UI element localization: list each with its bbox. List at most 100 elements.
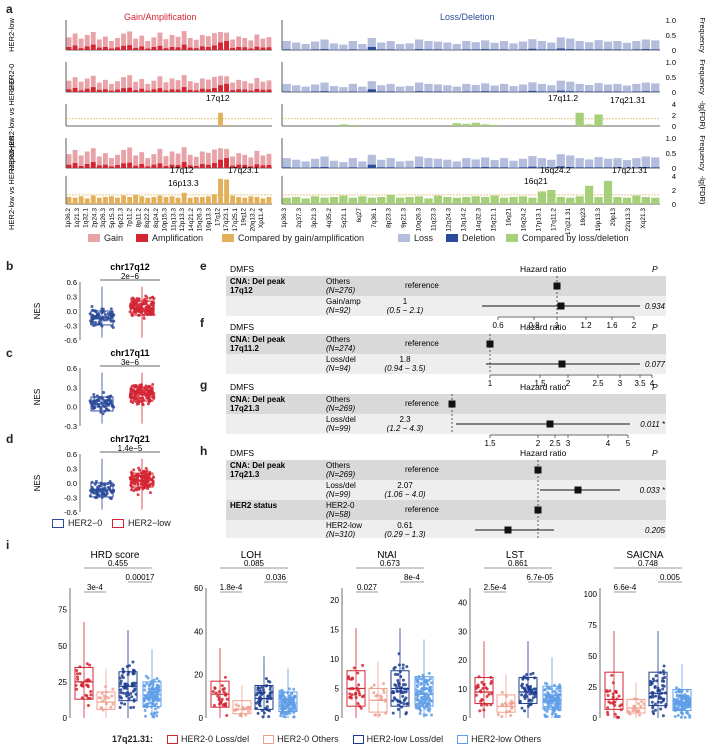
bar-cmp-gain-4-18 — [175, 197, 181, 204]
bar-del-0-25 — [518, 49, 528, 50]
box-point-1-0-68 — [103, 405, 107, 409]
i-point-4-2-32 — [659, 700, 663, 704]
i-tick-4-4: 0 — [593, 714, 598, 723]
i-point-2-2-53 — [399, 689, 403, 693]
bar-amp-1-18 — [175, 89, 181, 92]
swatch-gain — [88, 234, 100, 242]
bar-gain-0-8 — [115, 38, 120, 50]
i-point-4-0-23 — [615, 715, 619, 719]
bar-gain-1-14 — [151, 80, 157, 92]
i-point-0-2-23 — [119, 679, 123, 683]
bar-gain-1-30 — [248, 83, 254, 92]
bar-gain-0-14 — [151, 37, 157, 50]
i-point-4-1-10 — [632, 697, 636, 701]
bar-loss-3-15 — [424, 158, 433, 168]
i-p-top-2: 0.673 — [380, 559, 401, 568]
i-point-2-2-49 — [402, 702, 406, 706]
bar-cmp-gain-2-25 — [218, 112, 223, 126]
box-point-2-1-116 — [142, 474, 146, 478]
box-point-1-1-58 — [137, 390, 141, 394]
i-point-4-2-42 — [650, 700, 654, 704]
i-point-3-2-33 — [527, 689, 531, 693]
bar-cmp-loss-4-5 — [329, 197, 339, 204]
i-point-2-3-87 — [415, 696, 419, 700]
i-title-1: LOH — [241, 550, 262, 561]
i-point-4-2-6 — [662, 664, 666, 668]
bar-amp-1-8 — [115, 89, 120, 92]
i-point-1-3-92 — [283, 699, 287, 703]
forest-group-0-1: Gain/amp — [326, 297, 361, 306]
bar-amp-0-0 — [66, 47, 72, 50]
i-point-3-1-7 — [496, 713, 500, 717]
bar-loss-1-29 — [556, 80, 565, 92]
axis-freq-0: Frequency — [698, 18, 707, 53]
bar-loss-3-11 — [386, 158, 395, 168]
bar-del-0-0 — [282, 49, 291, 50]
bar-loss-3-9 — [367, 154, 376, 168]
panel-c-label: c — [6, 346, 13, 360]
box-point-1-0-66 — [92, 400, 96, 404]
bar-del-3-30 — [566, 167, 575, 168]
i-point-1-0-26 — [213, 686, 217, 690]
bar-del-3-28 — [547, 167, 556, 168]
box-point-2-0-58 — [104, 493, 108, 497]
i-point-0-2-36 — [125, 694, 129, 698]
i-point-1-0-25 — [217, 702, 221, 706]
i-point-4-3-94 — [683, 695, 687, 699]
bar-del-3-23 — [499, 167, 509, 168]
i-title-2: NtAI — [377, 550, 396, 561]
bar-gain-0-9 — [121, 33, 126, 50]
xlabel-gain-16: 16p13.3 — [206, 208, 213, 232]
bar-gain-0-4 — [90, 32, 96, 50]
i-point-2-3-103 — [424, 678, 428, 682]
bar-loss-1-16 — [433, 84, 443, 92]
i-point-4-3-91 — [688, 714, 692, 718]
xlabel-gain-11: 10p15.3 — [162, 208, 169, 232]
i-point-2-2-12 — [391, 699, 395, 703]
bar-del-0-34 — [603, 49, 613, 50]
box-point-2-0-56 — [93, 495, 97, 499]
bar-gain-0-28 — [236, 36, 242, 50]
box-point-1-0-67 — [107, 398, 111, 402]
i-point-1-2-47 — [260, 685, 264, 689]
bar-del-3-9 — [367, 164, 376, 168]
i-point-0-2-54 — [132, 671, 136, 675]
bar-amp-1-10 — [127, 87, 133, 92]
i-point-2-1-3 — [381, 688, 385, 692]
bar-loss-0-27 — [537, 41, 546, 50]
forest-tick-1-4: 3 — [618, 379, 623, 388]
bar-del-0-28 — [547, 49, 556, 50]
bar-gain-3-8 — [115, 154, 120, 168]
box-point-2-0-21 — [112, 483, 116, 487]
i-point-2-2-30 — [401, 694, 405, 698]
box-point-1-1-121 — [136, 398, 140, 402]
bar-amp-0-24 — [212, 45, 217, 50]
i-point-4-2-8 — [664, 705, 668, 709]
bar-amp-3-17 — [169, 164, 175, 168]
bar-gain-3-25 — [218, 148, 223, 168]
bar-cmp-loss-4-14 — [414, 196, 424, 204]
bar-del-1-3 — [310, 91, 320, 92]
bar-cmp-gain-4-21 — [193, 197, 199, 204]
bar-loss-3-16 — [433, 158, 443, 168]
bar-loss-3-35 — [613, 158, 622, 168]
bar-amp-1-22 — [199, 88, 205, 92]
box-point-2-0-67 — [98, 484, 102, 488]
i-point-0-1-17 — [111, 702, 115, 706]
bar-gain-1-1 — [72, 77, 78, 92]
bar-loss-1-22 — [490, 85, 499, 92]
tick-2-2: 0 — [672, 122, 676, 131]
bar-loss-0-23 — [499, 41, 509, 50]
box-tick-1-2: 0.0 — [67, 403, 77, 412]
i-point-2-2-39 — [391, 690, 395, 694]
xlabel-loss-20: 18q23 — [580, 208, 587, 226]
i-point-0-0-20 — [75, 672, 79, 676]
i-point-4-0-27 — [605, 690, 609, 694]
forest-est-1-0: reference — [405, 339, 439, 348]
bar-loss-1-39 — [651, 83, 660, 92]
tick-3-1: 0.5 — [666, 149, 676, 158]
bar-cmp-loss-4-23 — [499, 197, 509, 204]
i-tick-1-3: 0 — [199, 714, 204, 723]
bar-amp-0-32 — [260, 47, 266, 50]
bar-loss-3-10 — [377, 159, 386, 168]
